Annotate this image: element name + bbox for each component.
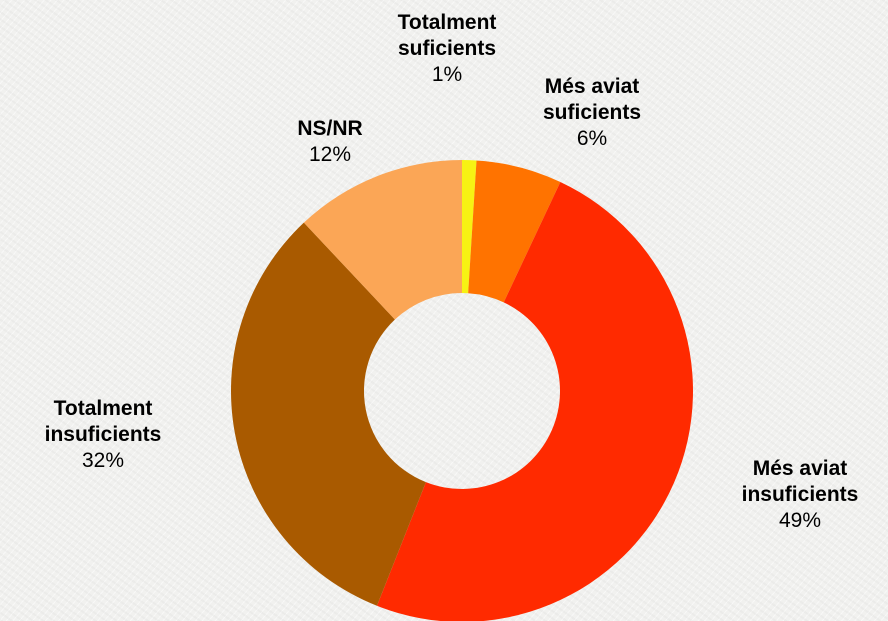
value-label: 1% (431, 63, 463, 86)
category-name: Més aviat suficients (542, 75, 642, 124)
slice-label: Totalment insuficients 32% (13, 396, 193, 474)
donut-slice (230, 222, 426, 606)
value-label: 12% (308, 143, 352, 166)
donut-slice (462, 160, 477, 294)
donut-slice (376, 181, 693, 621)
slice-label: Més aviat insuficients 49% (720, 456, 880, 534)
value-label: 49% (778, 509, 822, 532)
slice-label: Més aviat suficients 6% (517, 74, 667, 152)
category-name: Més aviat insuficients (741, 457, 859, 506)
slice-label: Totalment suficients 1% (362, 10, 532, 88)
category-name: Totalment suficients (397, 11, 497, 60)
category-name: NS/NR (297, 117, 363, 140)
value-label: 32% (81, 449, 125, 472)
value-label: 6% (576, 127, 608, 150)
donut-slice (468, 160, 561, 303)
slice-label: NS/NR 12% (270, 116, 390, 168)
donut-slice (303, 160, 462, 320)
category-name: Totalment insuficients (44, 397, 162, 446)
